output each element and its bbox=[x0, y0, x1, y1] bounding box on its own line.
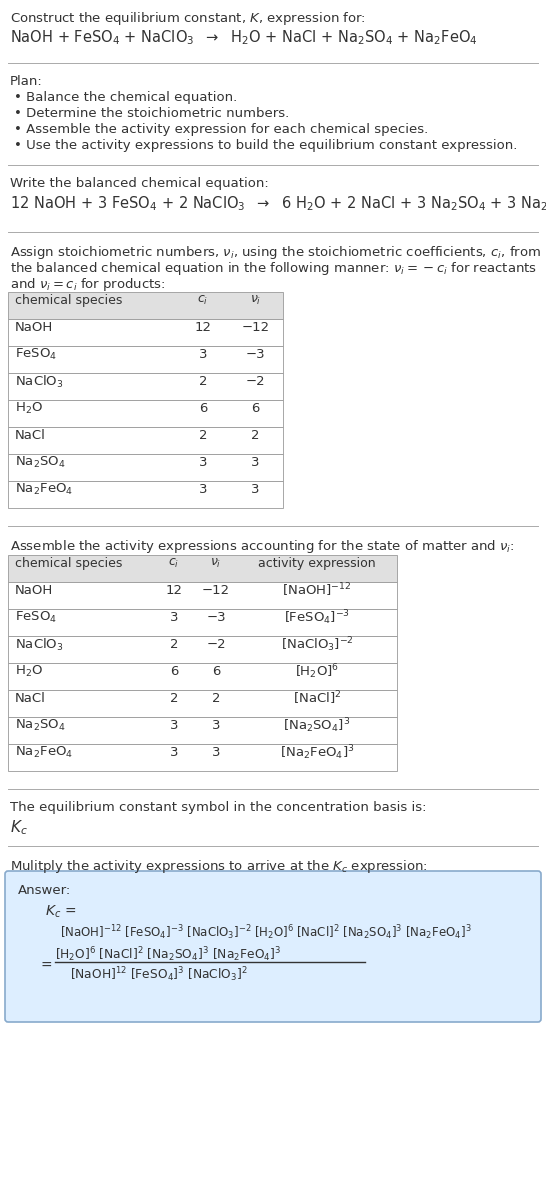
Text: −2: −2 bbox=[246, 375, 265, 388]
FancyBboxPatch shape bbox=[5, 871, 541, 1022]
Text: Plan:: Plan: bbox=[10, 75, 43, 88]
Text: −12: −12 bbox=[202, 584, 230, 597]
Text: 3: 3 bbox=[212, 746, 220, 759]
Text: 3: 3 bbox=[199, 455, 207, 468]
Text: 2: 2 bbox=[199, 375, 207, 388]
Bar bbox=[8, 373, 283, 400]
Text: [NaOH]$^{-12}$ [FeSO$_4$]$^{-3}$ [NaClO$_3$]$^{-2}$ [H$_2$O]$^6$ [NaCl]$^2$ [Na$: [NaOH]$^{-12}$ [FeSO$_4$]$^{-3}$ [NaClO$… bbox=[60, 923, 472, 942]
Text: 3: 3 bbox=[251, 483, 260, 496]
Text: 3: 3 bbox=[170, 610, 178, 623]
Text: 3: 3 bbox=[199, 348, 207, 361]
Bar bbox=[8, 582, 397, 609]
Text: [NaCl]$^2$: [NaCl]$^2$ bbox=[293, 690, 341, 707]
Bar bbox=[8, 292, 283, 319]
Text: 6: 6 bbox=[212, 665, 220, 678]
Bar bbox=[8, 481, 283, 508]
Text: =: = bbox=[40, 959, 52, 972]
Bar bbox=[8, 400, 283, 427]
Text: Na$_2$FeO$_4$: Na$_2$FeO$_4$ bbox=[15, 481, 73, 497]
Text: Write the balanced chemical equation:: Write the balanced chemical equation: bbox=[10, 177, 269, 190]
Text: 2: 2 bbox=[251, 429, 260, 442]
Text: chemical species: chemical species bbox=[15, 557, 122, 570]
Text: [H$_2$O]$^6$: [H$_2$O]$^6$ bbox=[295, 662, 339, 681]
Bar bbox=[8, 609, 397, 636]
Text: −3: −3 bbox=[246, 348, 265, 361]
Text: 3: 3 bbox=[170, 746, 178, 759]
Text: $\nu_i$: $\nu_i$ bbox=[210, 557, 222, 570]
Text: Answer:: Answer: bbox=[18, 884, 71, 897]
Text: H$_2$O: H$_2$O bbox=[15, 664, 43, 679]
Text: NaCl: NaCl bbox=[15, 692, 46, 705]
Text: The equilibrium constant symbol in the concentration basis is:: The equilibrium constant symbol in the c… bbox=[10, 801, 426, 814]
Text: 6: 6 bbox=[199, 402, 207, 415]
Text: 2: 2 bbox=[212, 692, 220, 705]
Text: NaOH: NaOH bbox=[15, 321, 54, 334]
Text: 12 NaOH + 3 FeSO$_4$ + 2 NaClO$_3$  $\rightarrow$  6 H$_2$O + 2 NaCl + 3 Na$_2$S: 12 NaOH + 3 FeSO$_4$ + 2 NaClO$_3$ $\rig… bbox=[10, 194, 546, 213]
Text: NaClO$_3$: NaClO$_3$ bbox=[15, 374, 64, 389]
Text: Construct the equilibrium constant, $K$, expression for:: Construct the equilibrium constant, $K$,… bbox=[10, 9, 366, 27]
Text: • Determine the stoichiometric numbers.: • Determine the stoichiometric numbers. bbox=[14, 106, 289, 119]
Text: NaOH + FeSO$_4$ + NaClO$_3$  $\rightarrow$  H$_2$O + NaCl + Na$_2$SO$_4$ + Na$_2: NaOH + FeSO$_4$ + NaClO$_3$ $\rightarrow… bbox=[10, 28, 478, 46]
Text: H$_2$O: H$_2$O bbox=[15, 401, 43, 416]
Bar bbox=[8, 555, 397, 582]
Text: 12: 12 bbox=[194, 321, 211, 334]
Text: Assign stoichiometric numbers, $\nu_i$, using the stoichiometric coefficients, $: Assign stoichiometric numbers, $\nu_i$, … bbox=[10, 244, 541, 261]
Text: −3: −3 bbox=[206, 610, 226, 623]
Text: 6: 6 bbox=[170, 665, 178, 678]
Text: [NaOH]$^{-12}$: [NaOH]$^{-12}$ bbox=[282, 582, 352, 600]
Text: 2: 2 bbox=[170, 692, 178, 705]
Text: $K_c$ =: $K_c$ = bbox=[45, 904, 76, 920]
Bar bbox=[8, 744, 397, 771]
Text: • Use the activity expressions to build the equilibrium constant expression.: • Use the activity expressions to build … bbox=[14, 138, 518, 151]
Text: Na$_2$SO$_4$: Na$_2$SO$_4$ bbox=[15, 455, 66, 470]
Text: $c_i$: $c_i$ bbox=[168, 557, 180, 570]
Text: [NaOH]$^{12}$ [FeSO$_4$]$^3$ [NaClO$_3$]$^2$: [NaOH]$^{12}$ [FeSO$_4$]$^3$ [NaClO$_3$]… bbox=[70, 965, 248, 984]
Text: 3: 3 bbox=[170, 719, 178, 732]
Text: 3: 3 bbox=[199, 483, 207, 496]
Text: NaCl: NaCl bbox=[15, 429, 46, 442]
Text: 2: 2 bbox=[199, 429, 207, 442]
Text: NaOH: NaOH bbox=[15, 584, 54, 597]
Text: FeSO$_4$: FeSO$_4$ bbox=[15, 610, 57, 625]
Text: [NaClO$_3$]$^{-2}$: [NaClO$_3$]$^{-2}$ bbox=[281, 635, 353, 654]
Text: activity expression: activity expression bbox=[258, 557, 376, 570]
Text: the balanced chemical equation in the following manner: $\nu_i = -c_i$ for react: the balanced chemical equation in the fo… bbox=[10, 260, 537, 277]
Text: NaClO$_3$: NaClO$_3$ bbox=[15, 636, 64, 653]
Text: 12: 12 bbox=[165, 584, 182, 597]
Text: Assemble the activity expressions accounting for the state of matter and $\nu_i$: Assemble the activity expressions accoun… bbox=[10, 538, 515, 555]
Text: chemical species: chemical species bbox=[15, 295, 122, 308]
Text: $K_c$: $K_c$ bbox=[10, 817, 28, 836]
Text: 2: 2 bbox=[170, 638, 178, 651]
Bar bbox=[8, 345, 283, 373]
Text: 3: 3 bbox=[251, 455, 260, 468]
Text: Na$_2$FeO$_4$: Na$_2$FeO$_4$ bbox=[15, 745, 73, 759]
Text: [Na$_2$SO$_4$]$^3$: [Na$_2$SO$_4$]$^3$ bbox=[283, 716, 351, 735]
Bar bbox=[8, 690, 397, 717]
Bar bbox=[8, 636, 397, 662]
Text: FeSO$_4$: FeSO$_4$ bbox=[15, 347, 57, 362]
Text: • Assemble the activity expression for each chemical species.: • Assemble the activity expression for e… bbox=[14, 123, 428, 136]
Text: and $\nu_i = c_i$ for products:: and $\nu_i = c_i$ for products: bbox=[10, 276, 165, 293]
Bar bbox=[8, 319, 283, 345]
Bar bbox=[8, 717, 397, 744]
Text: $\nu_i$: $\nu_i$ bbox=[250, 293, 261, 308]
Text: −12: −12 bbox=[241, 321, 270, 334]
Text: $c_i$: $c_i$ bbox=[197, 293, 209, 308]
Text: 3: 3 bbox=[212, 719, 220, 732]
Text: Na$_2$SO$_4$: Na$_2$SO$_4$ bbox=[15, 718, 66, 733]
Text: 6: 6 bbox=[251, 402, 260, 415]
Text: −2: −2 bbox=[206, 638, 226, 651]
Text: Mulitply the activity expressions to arrive at the $K_c$ expression:: Mulitply the activity expressions to arr… bbox=[10, 858, 428, 875]
Bar bbox=[8, 427, 283, 454]
Text: [Na$_2$FeO$_4$]$^3$: [Na$_2$FeO$_4$]$^3$ bbox=[280, 743, 354, 762]
Text: • Balance the chemical equation.: • Balance the chemical equation. bbox=[14, 91, 238, 104]
Text: [FeSO$_4$]$^{-3}$: [FeSO$_4$]$^{-3}$ bbox=[284, 608, 350, 627]
Bar bbox=[8, 662, 397, 690]
Text: [H$_2$O]$^6$ [NaCl]$^2$ [Na$_2$SO$_4$]$^3$ [Na$_2$FeO$_4$]$^3$: [H$_2$O]$^6$ [NaCl]$^2$ [Na$_2$SO$_4$]$^… bbox=[55, 945, 281, 964]
Bar bbox=[8, 454, 283, 481]
